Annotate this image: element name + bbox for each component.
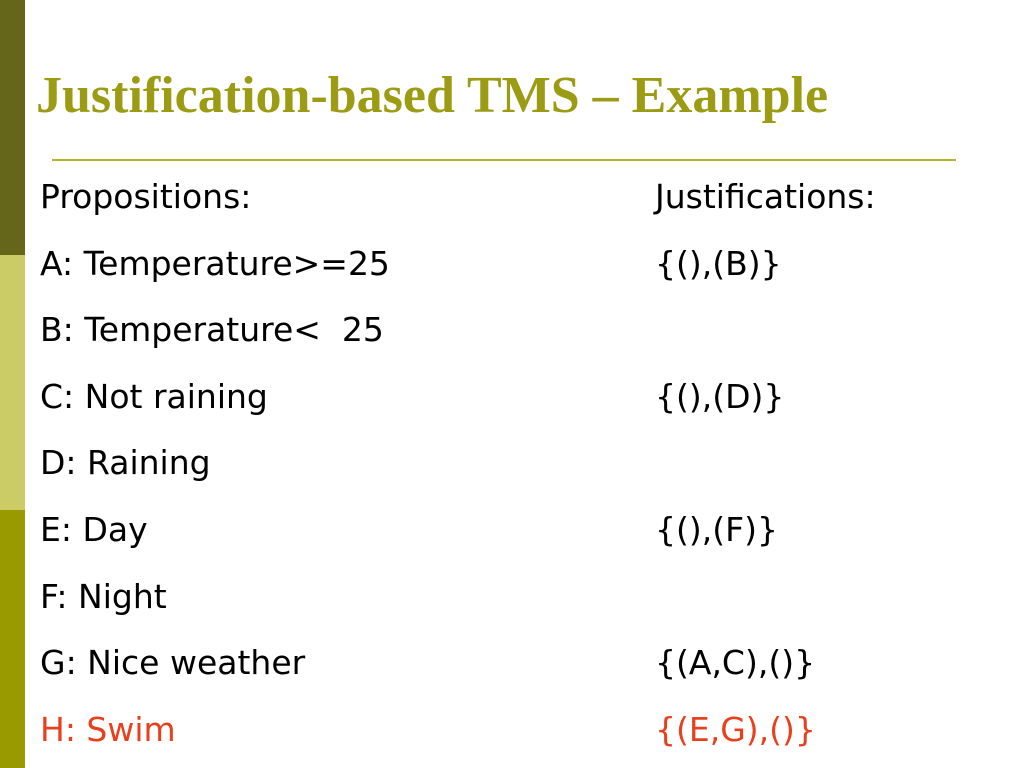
proposition: C: Not raining xyxy=(40,376,268,416)
proposition: A: Temperature>=25 xyxy=(40,243,390,283)
title-rule xyxy=(52,159,956,161)
proposition: G: Nice weather xyxy=(40,643,306,683)
justification: {(),(D)} xyxy=(655,376,785,416)
sidebar-light xyxy=(0,255,25,510)
column-header: Propositions: xyxy=(40,177,252,216)
justification: {(E,G),()} xyxy=(655,709,816,749)
proposition: H: Swim xyxy=(40,709,176,749)
sidebar-dark xyxy=(0,0,25,255)
justification: {(),(B)} xyxy=(655,243,782,283)
proposition: B: Temperature< 25 xyxy=(40,310,384,350)
justification: {(A,C),()} xyxy=(655,643,816,683)
justification: {(),(F)} xyxy=(655,510,778,549)
proposition: F: Night xyxy=(40,576,167,616)
column-header: Justifications: xyxy=(655,177,876,216)
sidebar-mid xyxy=(0,510,25,768)
proposition: D: Raining xyxy=(40,443,211,483)
proposition: E: Day xyxy=(40,510,148,549)
slide-title: Justification-based TMS – Example xyxy=(36,67,829,124)
